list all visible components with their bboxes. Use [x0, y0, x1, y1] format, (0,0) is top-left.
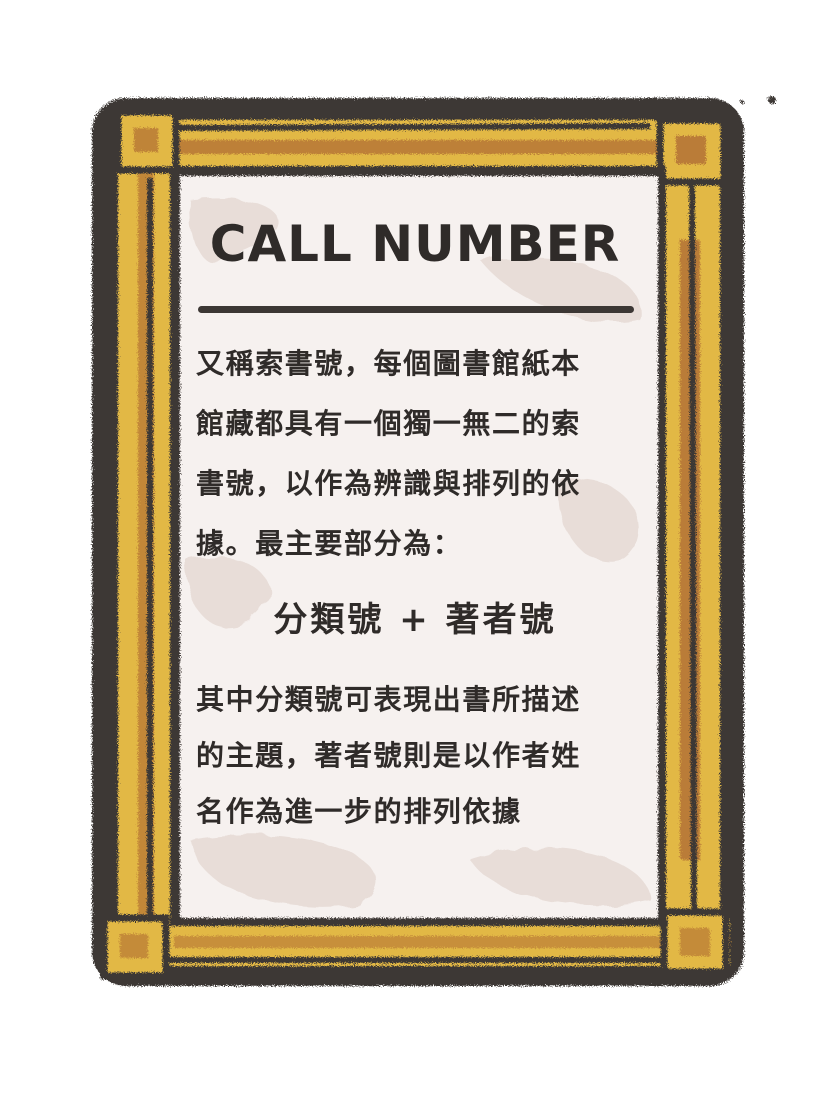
intro-line: 又稱索書號，每個圖書館紙本 — [196, 347, 581, 380]
call-number-formula: 分類號 + 著者號 — [273, 600, 557, 640]
card-title: CALL NUMBER — [209, 215, 621, 273]
intro-paragraph: 又稱索書號，每個圖書館紙本 館藏都具有一個獨一無二的索 書號，以作為辨識與排列的… — [196, 334, 656, 574]
detail-line: 名作為進一步的排列依據 — [196, 795, 522, 828]
intro-line: 據。最主要部分為： — [196, 527, 463, 560]
detail-line: 其中分類號可表現出書所描述 — [196, 683, 581, 716]
intro-line: 館藏都具有一個獨一無二的索 — [196, 407, 581, 440]
title-divider — [198, 306, 634, 313]
detail-paragraph: 其中分類號可表現出書所描述 的主題，著者號則是以作者姓 名作為進一步的排列依據 — [196, 672, 656, 840]
detail-line: 的主題，著者號則是以作者姓 — [196, 739, 581, 772]
intro-line: 書號，以作為辨識與排列的依 — [196, 467, 581, 500]
